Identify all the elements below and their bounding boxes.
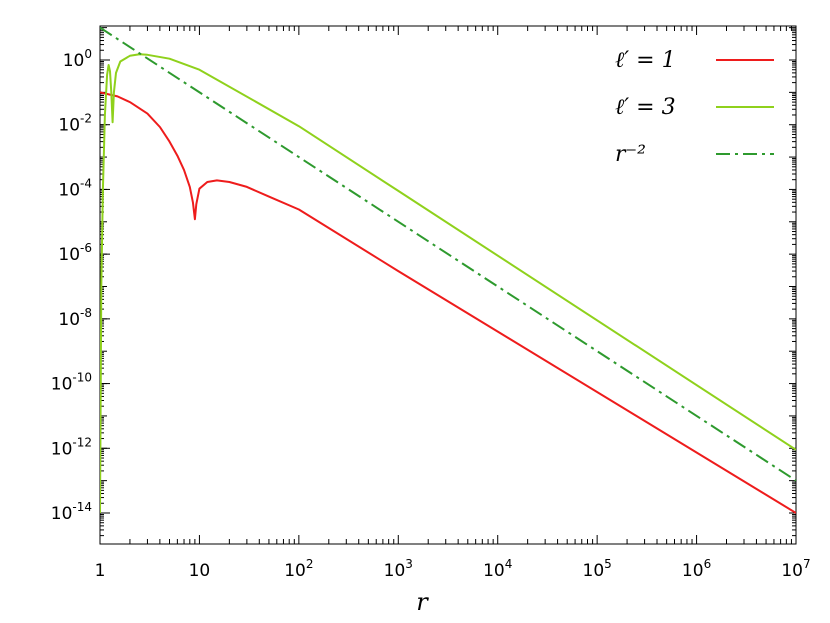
y-tick-label-base: 10 [63,51,85,71]
y-tick-label-exponent: 0 [84,47,92,61]
x-tick-label: 10 [189,561,211,581]
y-tick-label: 10-14 [51,500,92,524]
legend: ℓ′ = 1 ℓ′ = 3 r⁻² [615,48,774,167]
x-tick-label-base: 10 [682,561,704,581]
x-tick-label: 105 [583,557,612,581]
x-tick-label-exponent: 6 [704,557,712,571]
plot-series [100,26,796,514]
legend-label: r⁻² [615,142,646,167]
x-tick-label-exponent: 4 [505,557,513,571]
x-tick-label: 103 [384,557,413,581]
x-tick-label-base: 10 [781,561,803,581]
x-tick-label-base: 1 [95,561,106,581]
x-tick-label: 104 [483,557,512,581]
legend-label: ℓ′ = 3 [615,95,676,120]
y-tick-label: 10-10 [51,371,92,395]
plot-frame [99,25,797,545]
series-line-2 [100,53,796,514]
x-tick-label-exponent: 5 [604,557,612,571]
y-tick-label: 10-12 [51,435,92,459]
y-tick-label-base: 10 [51,375,73,395]
y-tick-label-exponent: -14 [72,500,92,514]
y-tick-label-base: 10 [51,504,73,524]
x-tick-label-base: 10 [583,561,605,581]
y-tick-label-exponent: -12 [72,435,92,449]
x-tick-label-exponent: 7 [803,557,811,571]
y-tick-label-base: 10 [58,116,80,136]
x-tick-label: 102 [284,557,313,581]
x-tick-label-base: 10 [189,561,211,581]
x-tick-label: 107 [781,557,810,581]
series-line-1 [100,91,796,514]
y-tick-label-exponent: -10 [72,371,92,385]
y-tick-label-exponent: -4 [80,176,92,190]
y-tick-label: 10-8 [58,306,92,330]
y-tick-label-base: 10 [51,439,73,459]
x-tick-label-exponent: 3 [405,557,413,571]
legend-label: ℓ′ = 1 [615,48,676,73]
y-tick-label-base: 10 [58,310,80,330]
y-tick-label: 10-4 [58,176,92,200]
y-tick-label: 100 [63,47,92,71]
x-tick-label: 106 [682,557,711,581]
y-tick-label-exponent: -8 [80,306,92,320]
y-tick-label: 10-2 [58,112,92,136]
series-line-3 [100,26,796,482]
axis-ticks: 1 10 102 103 104 105 106 10710010-210-410-610-8… [51,26,811,581]
y-tick-label-exponent: -2 [80,112,92,126]
x-tick-label-base: 10 [284,561,306,581]
x-tick-label-base: 10 [384,561,406,581]
y-tick-label-base: 10 [58,245,80,265]
x-tick-label-base: 10 [483,561,505,581]
y-tick-label-base: 10 [58,180,80,200]
x-tick-label-exponent: 2 [306,557,314,571]
y-tick-label-exponent: -6 [80,241,92,255]
y-tick-label: 10-6 [58,241,92,265]
x-tick-label: 1 [95,561,106,581]
x-axis-label: r [416,588,429,616]
